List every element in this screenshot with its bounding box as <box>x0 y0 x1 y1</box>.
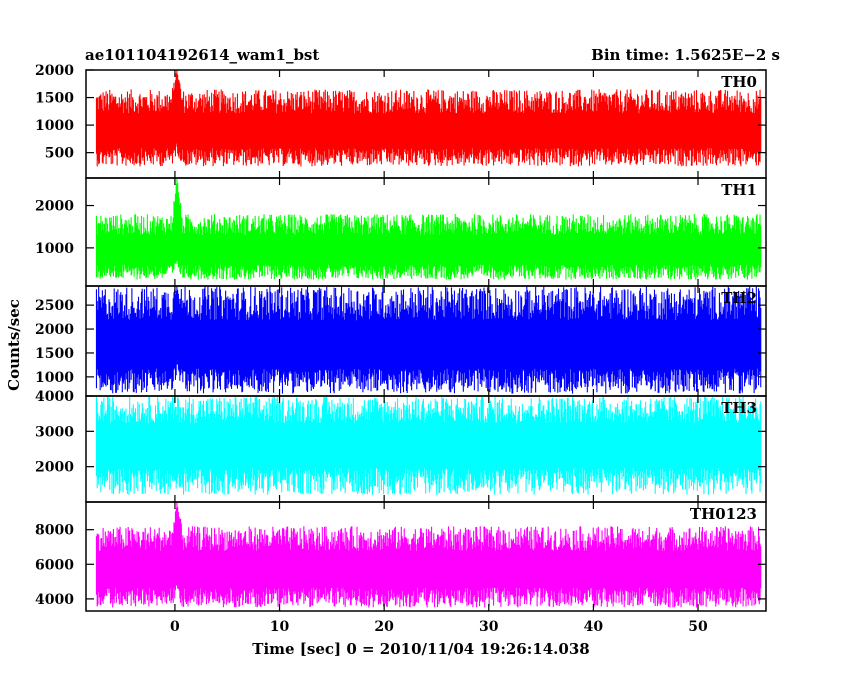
x-tick-label: 20 <box>374 619 394 635</box>
panel-label-th3: TH3 <box>721 399 757 417</box>
y-axis-label: Counts/sec <box>5 299 23 391</box>
bin-time-label: Bin time: 1.5625E−2 s <box>591 46 780 64</box>
x-tick-label: 30 <box>479 619 499 635</box>
series-th2 <box>95 286 762 394</box>
y-tick-label-th1: 1000 <box>35 241 74 257</box>
x-tick-label: 10 <box>270 619 290 635</box>
y-tick-label-th0: 1500 <box>35 91 74 107</box>
y-tick-label-th2: 2000 <box>35 322 74 338</box>
y-tick-label-th1: 2000 <box>35 199 74 215</box>
series-th3 <box>95 396 762 495</box>
y-tick-label-th3: 2000 <box>35 460 74 476</box>
series-th1 <box>95 178 762 280</box>
x-axis-label: Time [sec] 0 = 2010/11/04 19:26:14.038 <box>252 640 589 658</box>
y-tick-label-th2: 1500 <box>35 346 74 362</box>
y-tick-label-th2: 2500 <box>35 298 74 314</box>
y-tick-label-th0123: 6000 <box>35 557 74 573</box>
panel-label-th0: TH0 <box>721 73 757 91</box>
chart-title: ae101104192614_wam1_bst <box>85 46 319 64</box>
y-tick-label-th0: 2000 <box>35 63 74 79</box>
series-th0123 <box>95 502 762 608</box>
panels-group: 500100015002000TH010002000TH110001500200… <box>35 63 767 635</box>
panel-label-th0123: TH0123 <box>690 505 757 523</box>
panel-label-th1: TH1 <box>721 181 757 199</box>
x-tick-label: 0 <box>170 619 180 635</box>
y-tick-label-th2: 1000 <box>35 370 74 386</box>
y-tick-label-th0123: 4000 <box>35 592 74 608</box>
series-th0 <box>95 70 762 167</box>
x-tick-label: 50 <box>688 619 708 635</box>
panel-label-th2: TH2 <box>721 289 757 307</box>
x-tick-label: 40 <box>584 619 604 635</box>
panel-frame-th0123 <box>85 501 767 612</box>
y-tick-label-th0: 500 <box>45 146 74 162</box>
y-tick-label-th0123: 8000 <box>35 523 74 539</box>
y-tick-label-th0: 1000 <box>35 118 74 134</box>
y-tick-label-th3: 3000 <box>35 424 74 440</box>
y-tick-label-th3: 4000 <box>35 389 74 405</box>
